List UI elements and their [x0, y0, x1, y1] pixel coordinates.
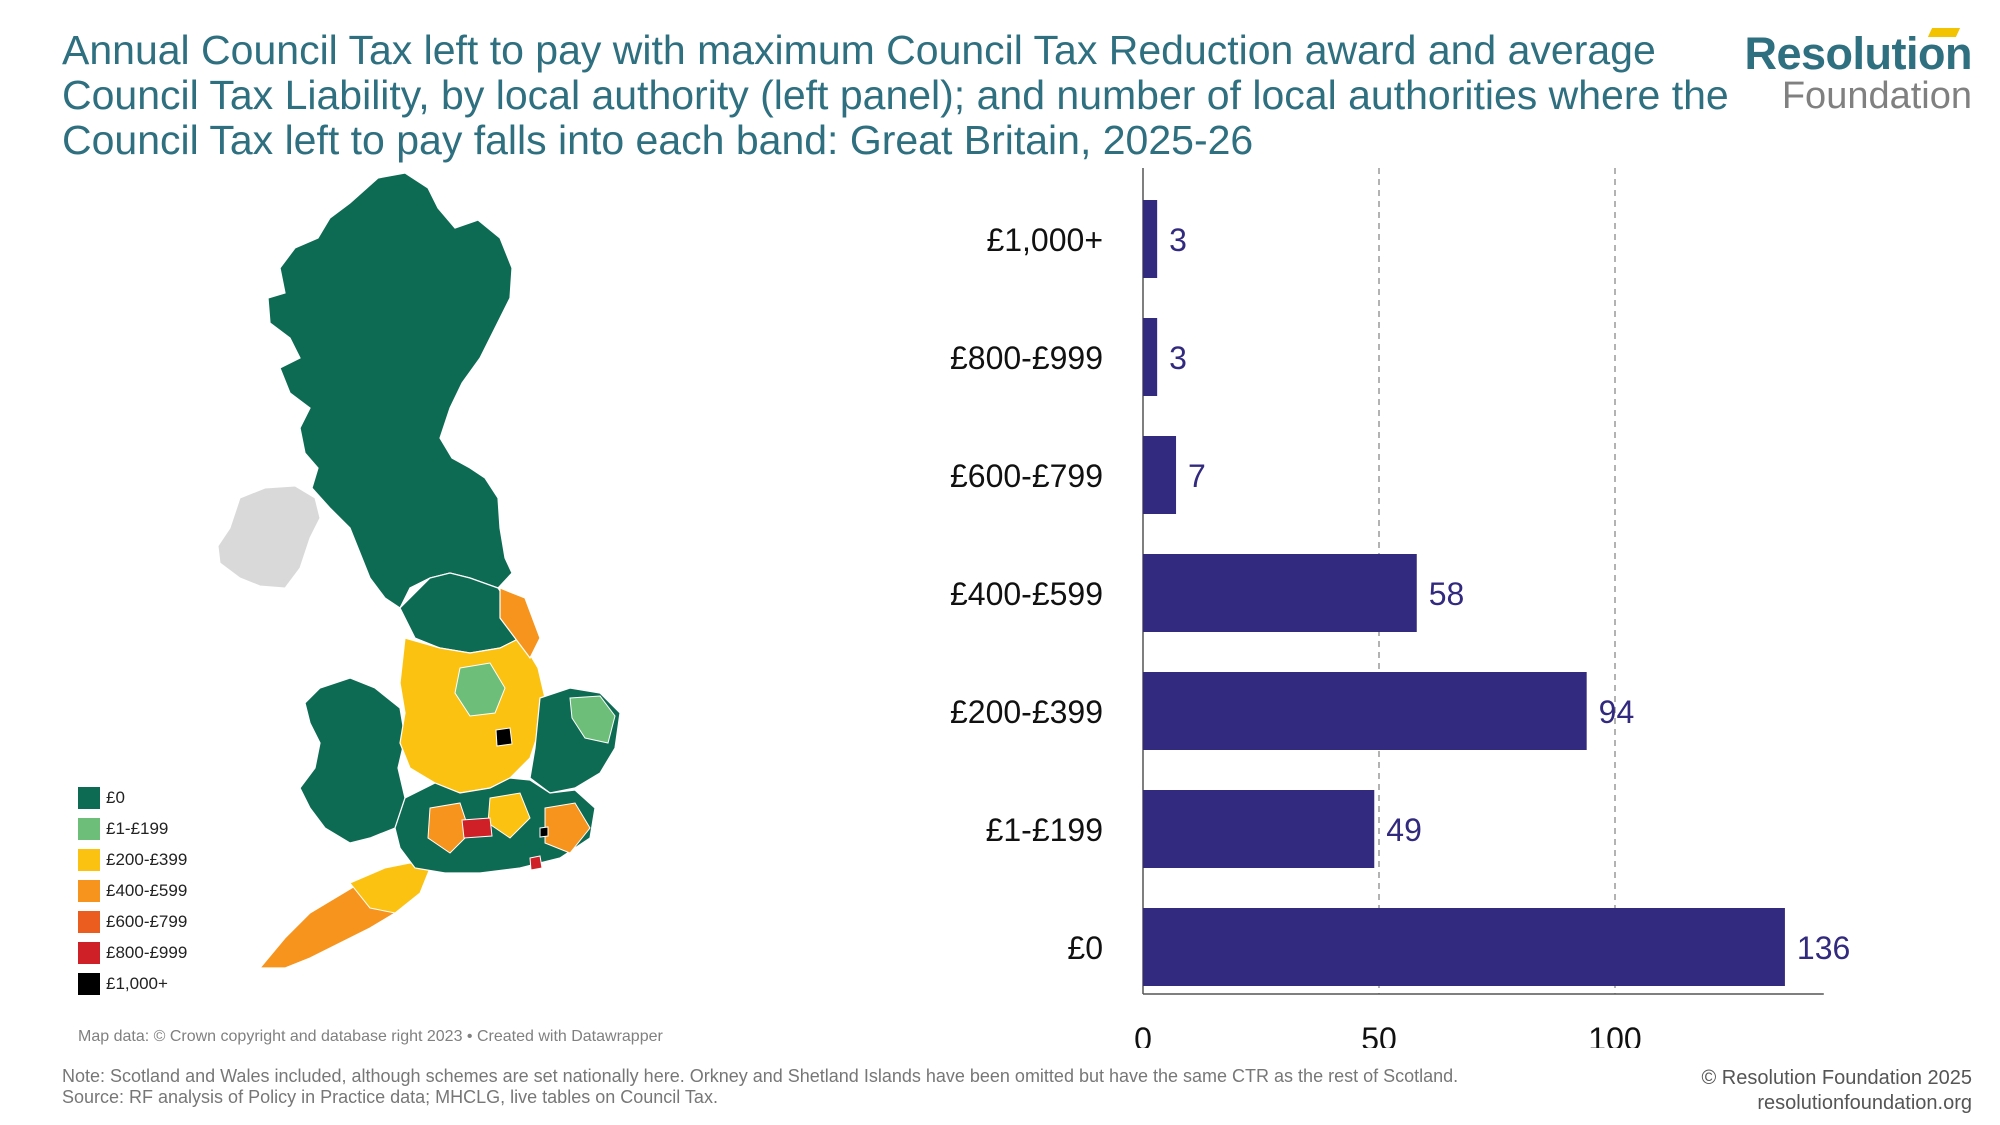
legend-item: £1-£199	[78, 813, 187, 844]
x-tick-label: 0	[1134, 1021, 1152, 1048]
data-label: 94	[1599, 694, 1635, 730]
data-label: 58	[1429, 576, 1465, 612]
footnote: Note: Scotland and Wales included, altho…	[62, 1066, 1622, 1108]
black-patch-london	[539, 826, 549, 838]
legend-label: £600-£799	[106, 911, 188, 931]
website-text: resolutionfoundation.org	[1757, 1092, 1972, 1114]
category-label: £1,000+	[986, 222, 1103, 258]
east-anglia-light-green	[569, 695, 616, 744]
map-credit: Map data: © Crown copyright and database…	[78, 1028, 663, 1045]
south-west-yellow	[349, 862, 431, 914]
map-legend: £0 £1-£199 £200-£399 £400-£599 £600-£799…	[78, 782, 187, 999]
legend-swatch	[78, 972, 100, 995]
bar	[1143, 790, 1375, 868]
legend-swatch	[78, 941, 100, 964]
great-britain-map	[217, 172, 621, 969]
black-patch-midlands	[495, 727, 513, 747]
south-east-orange-patch	[544, 802, 591, 854]
legend-item: £400-£599	[78, 875, 187, 906]
bar	[1143, 200, 1158, 278]
bar-chart: £1,000+ 3 £800-£999 3 £600-£799 7 £400-£599 58 £…	[950, 168, 1850, 1048]
wales-region	[299, 677, 406, 844]
chart-title: Annual Council Tax left to pay with maxi…	[62, 27, 1729, 163]
south-orange-patch	[427, 802, 471, 854]
source-text: Source: RF analysis of Policy in Practic…	[62, 1087, 718, 1107]
category-label: £200-£399	[950, 694, 1103, 730]
light-green-patch-east-midlands	[454, 662, 506, 717]
legend-label: £400-£599	[106, 880, 188, 900]
legend-swatch	[78, 879, 100, 902]
x-tick-label: 50	[1361, 1021, 1397, 1048]
x-tick-label: 100	[1588, 1021, 1641, 1048]
legend-swatch	[78, 786, 100, 809]
note-text: Note: Scotland and Wales included, altho…	[62, 1066, 1459, 1086]
legend-label: £0	[106, 787, 125, 807]
category-label: £600-£799	[950, 458, 1103, 494]
resolution-foundation-logo: Resolution Foundation	[1744, 28, 1973, 117]
legend-item: £0	[78, 782, 187, 813]
data-label: 49	[1386, 812, 1422, 848]
bar	[1143, 318, 1158, 396]
red-patch-london	[529, 855, 543, 871]
legend-label: £800-£999	[106, 942, 188, 962]
legend-swatch	[78, 848, 100, 871]
legend-label: £1,000+	[106, 973, 168, 993]
copyright-text: © Resolution Foundation 2025	[1701, 1067, 1972, 1089]
red-patch-oxford	[461, 817, 493, 839]
category-label: £0	[1067, 930, 1103, 966]
data-label: 3	[1169, 222, 1187, 258]
data-label: 136	[1797, 930, 1850, 966]
logo-accent-icon	[1927, 28, 1961, 37]
bar	[1143, 436, 1177, 514]
category-label: £400-£599	[950, 576, 1103, 612]
bar	[1143, 554, 1417, 632]
legend-swatch	[78, 817, 100, 840]
bar	[1143, 908, 1785, 986]
legend-item: £200-£399	[78, 844, 187, 875]
northern-ireland-shape	[217, 485, 321, 589]
yorkshire-coast-region	[499, 587, 541, 660]
logo-line-2: Foundation	[1781, 75, 1972, 117]
legend-item: £1,000+	[78, 968, 187, 999]
data-label: 7	[1188, 458, 1206, 494]
legend-swatch	[78, 910, 100, 933]
legend-item: £600-£799	[78, 906, 187, 937]
legend-item: £800-£999	[78, 937, 187, 968]
legend-label: £200-£399	[106, 849, 188, 869]
data-label: 3	[1169, 340, 1187, 376]
logo-line-1: Resolution	[1744, 28, 1973, 79]
scotland-region	[267, 172, 513, 609]
bar	[1143, 672, 1587, 750]
copyright-block: © Resolution Foundation 2025 resolutionf…	[1702, 1066, 1972, 1116]
category-label: £1-£199	[986, 812, 1103, 848]
category-label: £800-£999	[950, 340, 1103, 376]
legend-label: £1-£199	[106, 818, 169, 838]
